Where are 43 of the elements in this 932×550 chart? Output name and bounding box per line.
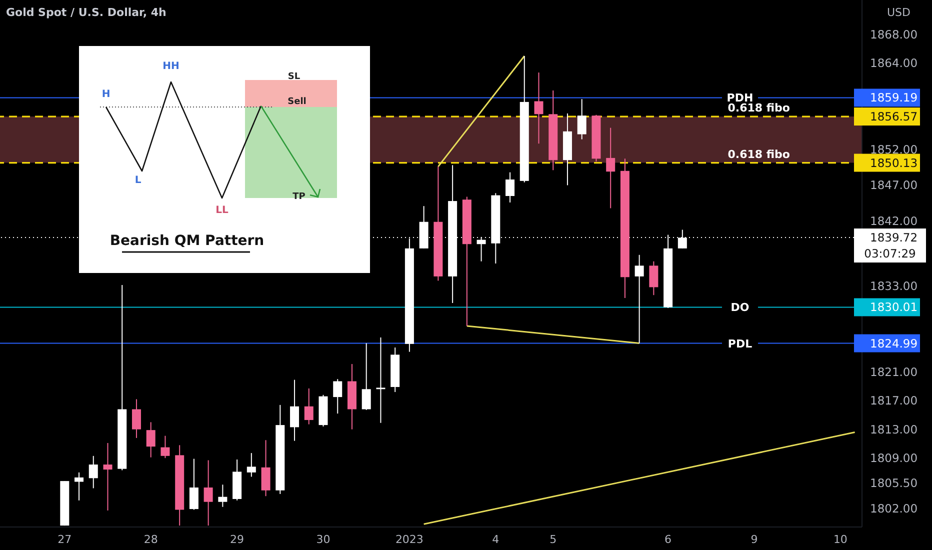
- x-tick-label: 27: [58, 532, 72, 546]
- y-tick-label: 1817.00: [870, 394, 918, 408]
- x-tick-label: 4: [492, 532, 500, 546]
- x-tick-label: 2023: [395, 532, 424, 546]
- ref-line-label: DO: [730, 301, 750, 314]
- y-tick-label: 1850.13: [870, 156, 918, 170]
- y-tick-label: 1813.00: [870, 422, 918, 436]
- y-tick-label: 1856.57: [870, 110, 918, 124]
- annotation: H: [102, 89, 110, 100]
- x-tick-label: 10: [833, 532, 848, 546]
- y-axis-title: USD: [887, 6, 911, 19]
- y-tick-label: 1864.00: [870, 56, 918, 70]
- annotation: Bearish QM Pattern: [110, 233, 264, 249]
- x-tick-label: 28: [144, 532, 158, 546]
- y-tick-label: 1839.72: [870, 230, 918, 245]
- annotation: Sell: [288, 97, 306, 107]
- annotation: HH: [162, 61, 180, 72]
- ref-line-label: PDL: [728, 337, 752, 350]
- y-tick-label: 1830.01: [870, 300, 918, 314]
- y-tick-label: 1805.50: [870, 476, 918, 490]
- annotation: SL: [288, 72, 300, 82]
- annotation: TP: [292, 192, 306, 202]
- x-tick-label: 5: [550, 532, 557, 546]
- x-tick-label: 29: [230, 532, 244, 546]
- ref-line-label: 0.618 fibo: [728, 102, 790, 115]
- x-tick-label: 6: [664, 532, 672, 546]
- annotation: LL: [216, 205, 229, 216]
- y-tick-label: 1847.00: [870, 178, 918, 192]
- y-tick-label: 1833.00: [870, 278, 918, 293]
- y-tick-label: 1859.19: [870, 90, 918, 105]
- x-tick-label: 9: [750, 532, 758, 546]
- y-tick-label: 1824.99: [870, 336, 918, 350]
- x-tick-label: 30: [316, 532, 330, 546]
- y-tick-label: 1852.00: [870, 142, 918, 156]
- ref-line-label: 0.618 fibo: [728, 148, 790, 161]
- y-tick-label: 1842.00: [870, 214, 918, 228]
- y-tick-label: 1802.00: [870, 501, 918, 516]
- y-tick-label: 1809.00: [870, 451, 918, 466]
- text: 03:07:29: [864, 246, 916, 261]
- annotation: L: [134, 175, 142, 186]
- y-tick-label: 1821.00: [870, 364, 918, 379]
- text: Gold Spot / U.S. Dollar, 4h: [6, 6, 166, 19]
- y-tick-label: 1868.00: [870, 27, 918, 42]
